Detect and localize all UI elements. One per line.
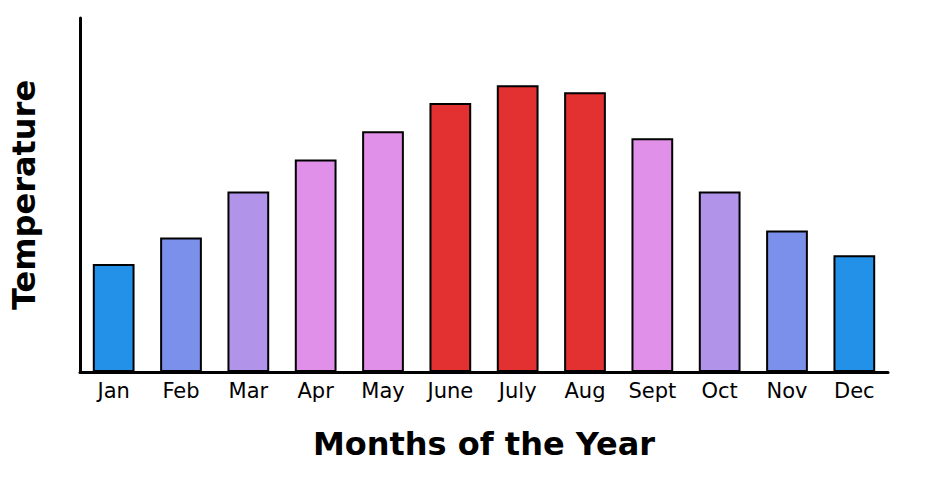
svg-text:Sept: Sept (628, 379, 676, 403)
svg-text:Apr: Apr (297, 379, 334, 403)
svg-text:June: June (425, 379, 473, 403)
svg-text:July: July (497, 379, 537, 403)
svg-text:Temperature: Temperature (5, 80, 43, 310)
svg-text:May: May (361, 379, 404, 403)
svg-text:Months of the Year: Months of the Year (313, 425, 655, 463)
svg-text:Oct: Oct (702, 379, 738, 403)
svg-text:Feb: Feb (162, 379, 199, 403)
svg-text:Jan: Jan (95, 379, 129, 403)
svg-text:Aug: Aug (564, 379, 605, 403)
svg-text:Nov: Nov (767, 379, 808, 403)
svg-text:Dec: Dec (834, 379, 875, 403)
svg-text:Mar: Mar (229, 379, 269, 403)
